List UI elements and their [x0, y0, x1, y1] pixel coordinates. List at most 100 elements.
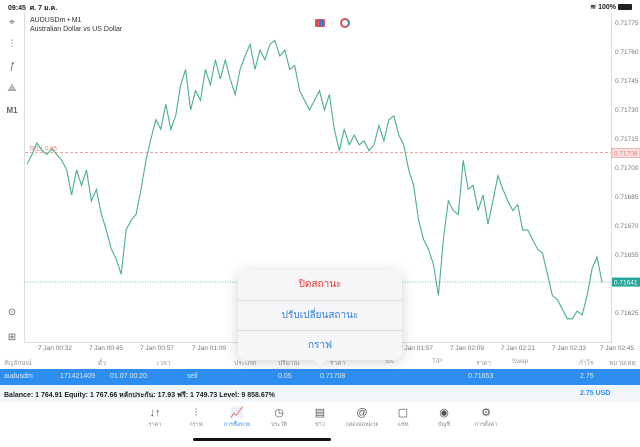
row-price: 0.71653	[468, 373, 494, 380]
wifi-icon: ≋	[590, 4, 597, 11]
price-tick-label: 0.71655	[615, 252, 639, 259]
mailbox-icon: @	[356, 407, 368, 419]
timeframe-button[interactable]: M1	[6, 106, 18, 115]
account-icon: ◉	[439, 407, 449, 419]
function-icon[interactable]: ƒ	[9, 61, 15, 72]
trade-icon: 📈	[230, 407, 244, 419]
col-symbol: สัญลักษณ์	[4, 360, 32, 367]
time-tick-label: 7 Jan 02:21	[501, 345, 535, 352]
time-tick-label: 7 Jan 00:57	[140, 345, 174, 352]
tab-settings[interactable]: ⚙ การตั้งค่า	[463, 406, 509, 429]
popup-arrow	[312, 358, 328, 366]
col-ticket: ตั๋ว	[98, 360, 106, 367]
home-indicator	[193, 438, 331, 441]
row-symbol: audusdm	[4, 373, 33, 380]
time-tick-label: 7 Jan 01:57	[399, 345, 433, 352]
tab-label: กราฟ	[189, 422, 203, 428]
tab-label: ข่าว	[315, 422, 325, 428]
trade-chart-icon[interactable]: ⊙	[7, 307, 17, 318]
col-sl: S/L	[385, 358, 395, 365]
status-date: ศ. 7 ม.ค.	[29, 5, 58, 12]
tab-label: ราคา	[148, 422, 162, 428]
tab-label: การตั้งค่า	[474, 422, 498, 428]
tab-label: ประวัติ	[270, 422, 288, 428]
tab-chat[interactable]: ▢ แชท	[380, 406, 426, 429]
symbol-title: AUDUSDm • M1	[30, 17, 82, 24]
price-tick-label: 0.71670	[615, 223, 639, 230]
price-tick-label: 0.71760	[615, 49, 639, 56]
row-type: sell	[187, 373, 198, 380]
price-tick-label: 0.71625	[615, 310, 639, 317]
chart-icon: ⫶	[194, 407, 198, 419]
price-tick-label: 0.71745	[615, 78, 639, 85]
tab-accounts[interactable]: ◉ บัญชี	[421, 406, 467, 429]
objects-icon[interactable]: ⟁	[7, 83, 17, 94]
price-tick-label: 0.71775	[615, 20, 639, 27]
status-bar: 09:45 ศ. 7 ม.ค. ≋ 100%	[0, 0, 640, 13]
table-row[interactable]: audusdm 171421409 01.07 00:20 sell 0.05 …	[0, 369, 640, 385]
battery-level: 100%	[598, 4, 616, 11]
chat-icon: ▢	[397, 407, 409, 419]
price-tick-label: 0.71700	[615, 165, 639, 172]
price-tick-label: 0.71685	[615, 194, 639, 201]
col-swap: Swap	[512, 358, 529, 365]
tab-label: การซื้อขาย	[223, 422, 251, 428]
row-open-price: 0.71708	[320, 373, 346, 380]
col-volume: ปริมาณ	[278, 360, 300, 367]
crosshair-icon[interactable]: ⌖	[9, 17, 15, 28]
tab-history[interactable]: ◷ ประวัติ	[256, 406, 302, 429]
tab-news[interactable]: ▤ ข่าว	[297, 406, 343, 429]
col-comment: หมายเหตุ	[609, 360, 636, 367]
price-tick-label: 0.71730	[615, 107, 639, 114]
history-icon: ◷	[274, 407, 284, 419]
modify-position-item[interactable]: ปรับเปลี่ยนสถานะ	[238, 300, 402, 330]
position-context-menu: ปิดสถานะ ปรับเปลี่ยนสถานะ กราฟ	[238, 270, 402, 360]
news-icon: ▤	[314, 407, 326, 419]
row-profit: 2.75	[580, 373, 594, 380]
symbol-info: AUDUSDm • M1 Australian Dollar vs US Dol…	[30, 16, 122, 34]
tab-mailbox[interactable]: @ กล่องจดหมาย	[339, 406, 385, 429]
bid-price-label: 0.71641	[614, 280, 638, 287]
quotes-icon: ↓↑	[149, 407, 161, 419]
col-open-price: ราคา	[330, 360, 346, 367]
col-profit: กำไร	[579, 360, 594, 367]
price-tick-label: 0.71715	[615, 136, 639, 143]
col-type: ประเภท	[234, 360, 256, 367]
time-tick-label: 7 Jan 02:45	[600, 345, 634, 352]
tab-trade[interactable]: 📈 การซื้อขาย	[214, 406, 260, 429]
chart-item[interactable]: กราฟ	[238, 330, 402, 360]
balance-summary: Balance: 1 764.91 Equity: 1 767.66 หลักป…	[4, 392, 275, 399]
time-tick-label: 7 Jan 01:09	[192, 345, 226, 352]
signal-icon[interactable]	[340, 18, 350, 28]
status-time: 09:45	[8, 5, 26, 12]
bid-price-tag	[612, 277, 640, 287]
candlestick-icon[interactable]: ⫶	[10, 39, 14, 50]
tab-quotes[interactable]: ↓↑ ราคา	[132, 406, 178, 429]
sell-price-tag	[611, 148, 640, 158]
total-profit: 2.75 USD	[580, 390, 611, 397]
sell-order-label: SELL 0.05	[29, 147, 57, 153]
symbol-description: Australian Dollar vs US Dollar	[30, 26, 123, 33]
tab-label: บัญชี	[438, 422, 450, 428]
time-tick-label: 7 Jan 00:32	[38, 345, 72, 352]
battery-icon	[618, 4, 632, 11]
sell-price-label: 0.71708	[614, 151, 638, 158]
time-tick-label: 7 Jan 00:45	[89, 345, 123, 352]
balance-bar: Balance: 1 764.91 Equity: 1 767.66 หลักป…	[0, 385, 640, 402]
one-click-trading-icon[interactable]	[315, 19, 325, 27]
tab-chart[interactable]: ⫶ กราฟ	[173, 406, 219, 429]
price-line	[26, 39, 603, 320]
col-tp: T/P	[432, 358, 443, 365]
tab-label: แชท	[397, 422, 409, 428]
table-header: สัญลักษณ์ ตั๋ว เวลา ประเภท ปริมาณ ราคา S…	[0, 354, 640, 369]
time-tick-label: 7 Jan 02:09	[450, 345, 484, 352]
add-chart-icon[interactable]: ⊞	[7, 332, 17, 343]
col-price: ราคา	[476, 360, 492, 367]
row-time: 01.07 00:20	[110, 373, 147, 380]
row-volume: 0.05	[278, 373, 292, 380]
chart-toolbar: ⌖ ⫶ ƒ ⟁ M1 ⊙ ⊞	[0, 13, 24, 343]
close-position-item[interactable]: ปิดสถานะ	[298, 279, 342, 290]
row-ticket: 171421409	[60, 373, 96, 380]
settings-icon: ⚙	[481, 407, 491, 419]
